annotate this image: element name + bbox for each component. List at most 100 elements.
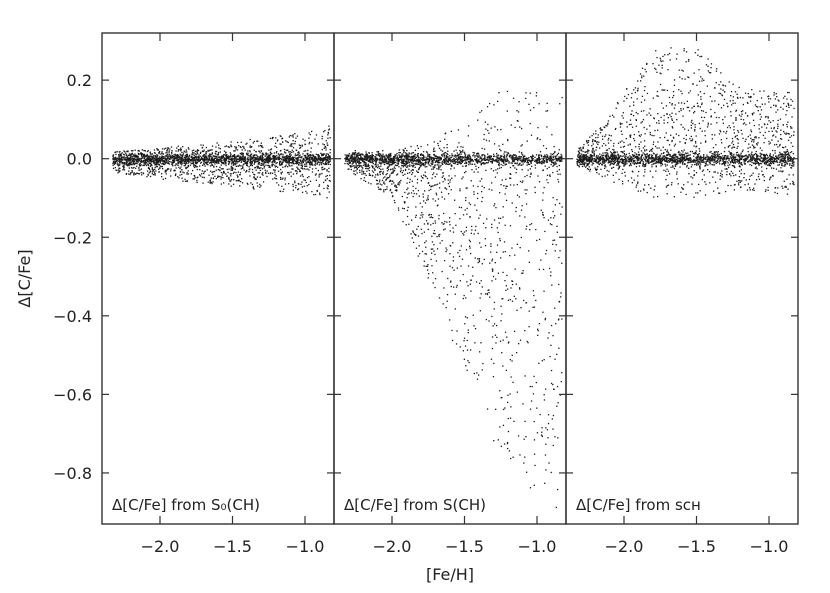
scatter-point xyxy=(301,181,303,183)
scatter-point xyxy=(515,172,517,174)
scatter-point xyxy=(165,155,167,157)
scatter-point xyxy=(413,157,415,159)
scatter-point xyxy=(534,159,536,161)
scatter-point xyxy=(222,156,225,158)
scatter-point xyxy=(155,155,157,157)
scatter-point xyxy=(560,296,562,298)
scatter-point xyxy=(466,187,468,189)
scatter-point xyxy=(113,162,116,164)
scatter-point xyxy=(394,185,396,187)
scatter-point xyxy=(556,170,558,172)
scatter-point xyxy=(544,230,546,233)
scatter-point xyxy=(557,152,560,154)
scatter-point xyxy=(498,165,500,167)
scatter-point xyxy=(457,129,460,131)
scatter-point xyxy=(476,162,479,164)
scatter-point xyxy=(146,176,148,178)
scatter-point xyxy=(232,172,234,174)
scatter-point xyxy=(532,154,534,156)
scatter-point xyxy=(136,156,138,158)
scatter-point xyxy=(369,174,372,176)
scatter-point xyxy=(120,158,122,160)
scatter-point xyxy=(490,358,493,360)
scatter-point xyxy=(304,165,306,167)
scatter-point xyxy=(230,180,232,182)
scatter-point xyxy=(380,170,382,173)
scatter-point xyxy=(234,157,236,159)
scatter-point xyxy=(442,181,444,183)
scatter-point xyxy=(446,249,448,251)
scatter-point xyxy=(556,154,559,156)
scatter-point xyxy=(315,179,317,181)
scatter-point xyxy=(113,161,115,163)
scatter-point xyxy=(461,178,463,180)
scatter-point xyxy=(426,177,429,180)
scatter-point xyxy=(406,157,408,159)
scatter-point xyxy=(266,159,268,161)
scatter-point xyxy=(243,163,245,165)
scatter-point xyxy=(547,414,550,416)
scatter-point xyxy=(421,163,423,165)
scatter-point xyxy=(458,255,461,257)
scatter-point xyxy=(185,155,187,157)
scatter-point xyxy=(326,156,328,159)
scatter-point xyxy=(348,162,350,165)
scatter-point xyxy=(247,156,249,158)
scatter-point xyxy=(391,158,393,161)
scatter-point xyxy=(230,179,233,181)
scatter-point xyxy=(208,156,210,158)
scatter-point xyxy=(427,157,429,160)
scatter-point xyxy=(130,172,132,174)
scatter-point xyxy=(177,161,179,163)
scatter-point xyxy=(185,159,187,161)
scatter-point xyxy=(381,158,384,160)
scatter-point xyxy=(174,157,176,159)
scatter-point xyxy=(253,188,255,190)
scatter-point xyxy=(282,160,285,162)
scatter-point xyxy=(468,162,470,164)
scatter-point xyxy=(534,156,536,158)
scatter-point xyxy=(554,155,556,157)
scatter-point xyxy=(420,157,422,159)
scatter-point xyxy=(504,331,507,333)
scatter-point xyxy=(434,286,436,289)
scatter-point xyxy=(512,155,514,157)
scatter-point xyxy=(434,200,437,202)
scatter-point xyxy=(164,171,166,173)
scatter-point xyxy=(521,181,523,184)
scatter-point xyxy=(171,153,173,155)
scatter-point xyxy=(388,156,391,158)
scatter-point xyxy=(204,157,206,160)
scatter-point xyxy=(349,157,351,159)
scatter-point xyxy=(545,249,548,252)
scatter-point xyxy=(406,215,409,218)
scatter-point xyxy=(315,173,317,175)
scatter-point xyxy=(298,156,300,158)
scatter-point xyxy=(391,191,393,194)
scatter-point xyxy=(527,163,530,165)
scatter-point xyxy=(129,162,131,164)
scatter-point xyxy=(413,155,415,157)
scatter-point xyxy=(539,154,541,156)
scatter-point xyxy=(114,161,116,163)
scatter-point xyxy=(309,163,311,165)
scatter-point xyxy=(156,149,158,151)
scatter-point xyxy=(311,171,314,173)
scatter-point xyxy=(154,168,156,171)
scatter-point xyxy=(281,178,283,180)
scatter-point xyxy=(295,162,297,164)
scatter-point xyxy=(369,161,371,163)
scatter-point xyxy=(241,158,243,160)
scatter-point xyxy=(301,186,303,188)
scatter-point xyxy=(399,152,401,154)
scatter-point xyxy=(327,185,329,187)
scatter-point xyxy=(235,160,237,162)
scatter-point xyxy=(522,272,524,274)
scatter-point xyxy=(522,270,524,272)
scatter-point xyxy=(295,154,298,156)
scatter-point xyxy=(306,185,308,187)
scatter-point xyxy=(368,157,370,159)
scatter-point xyxy=(533,439,536,441)
scatter-point xyxy=(561,155,563,157)
scatter-point xyxy=(180,148,182,151)
